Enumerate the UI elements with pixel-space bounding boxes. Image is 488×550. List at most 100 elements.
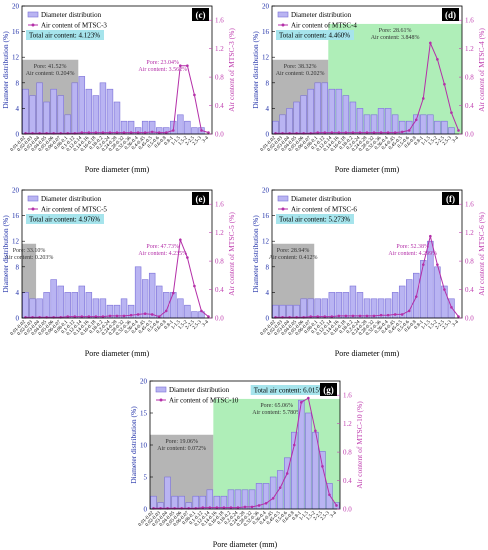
y-axis-label-left: Diameter distribution (%) <box>129 406 138 484</box>
air-content-point <box>207 315 210 318</box>
air-content-point <box>328 493 331 497</box>
chart-panel-g: Pore: 19.06%Air content: 0.072% Pore: 65.… <box>129 378 364 550</box>
air-content-point <box>80 131 84 134</box>
y-tick-label: 0 <box>266 315 270 323</box>
annotation-label: Air content: 3.562% <box>138 67 187 73</box>
legend-bar-swatch <box>27 195 39 202</box>
air-content-point <box>136 313 140 316</box>
air-content-point <box>215 506 219 509</box>
y2-tick-label: 0.4 <box>215 102 224 110</box>
zone-label: Pore: 65.06% <box>260 403 293 409</box>
y2-tick-label: 0.8 <box>343 449 352 457</box>
legend-bar-label: Diameter distribution <box>41 11 102 19</box>
x-tick-label: 1-1.5 <box>421 320 432 331</box>
x-tick-label: 1.5-2 <box>178 136 189 147</box>
air-content-point <box>66 315 70 318</box>
legend-line-label: Air content of MTSC-6 <box>291 206 357 214</box>
air-content-point <box>414 118 418 122</box>
air-content-point <box>457 315 460 318</box>
y-tick-label: 12 <box>12 238 20 246</box>
y2-tick-label: 0.4 <box>215 286 224 294</box>
chart-panel-d: Pore: 38.32%Air content: 0.202% Pore: 28.… <box>251 3 486 175</box>
y2-tick-label: 1.2 <box>465 229 474 237</box>
y-tick-label: 4 <box>16 289 20 297</box>
y2-tick-label: 0.0 <box>465 131 474 139</box>
y2-tick-label: 1.6 <box>343 392 352 400</box>
x-tick-label: 2.5-3 <box>320 511 331 522</box>
x-tick-label: 2-2.5 <box>185 320 196 331</box>
zone-label: Pore: 28.61% <box>379 28 412 34</box>
air-content-point <box>365 314 369 318</box>
air-content-point <box>443 288 446 291</box>
air-content-point <box>314 429 317 433</box>
x-tick-label: 1.5-2 <box>306 511 317 522</box>
bar <box>22 292 29 319</box>
x-tick-label: 0.8-1 <box>164 136 175 147</box>
total-air-label: Total air content: 5.273% <box>279 216 350 224</box>
bar <box>307 298 314 319</box>
y-tick-label: 16 <box>12 28 20 36</box>
bar <box>279 114 286 135</box>
air-content-point <box>143 312 147 316</box>
y2-tick-label: 0.0 <box>215 131 224 139</box>
zone-label: Air content: 0.204% <box>26 71 75 77</box>
legend-bar-label: Diameter distribution <box>291 11 352 19</box>
y-axis-label-left: Diameter distribution (%) <box>1 31 10 109</box>
x-tick-label: 3-4 <box>202 320 211 329</box>
y-axis-label-right: Air content of MTSC-10 (%) <box>355 401 364 489</box>
legend-line-label: Air content of MTSC-3 <box>41 22 107 30</box>
x-tick-label: 2-2.5 <box>313 511 324 522</box>
bar <box>36 82 43 135</box>
air-content-point <box>372 131 376 134</box>
bar <box>22 88 29 135</box>
bar <box>191 127 198 135</box>
legend-bar-label: Diameter distribution <box>41 195 102 203</box>
bar <box>441 120 448 135</box>
air-content-point <box>379 313 383 317</box>
air-content-point <box>358 314 362 318</box>
y-tick-label: 4 <box>266 105 270 113</box>
air-content-point <box>115 314 119 318</box>
bar <box>363 114 371 135</box>
y-axis-label-right: Air content of MTSC-4 (%) <box>477 28 486 112</box>
air-content-point <box>257 504 261 507</box>
panel-label-bg <box>192 192 209 205</box>
air-content-point <box>150 130 154 134</box>
air-content-point <box>264 502 268 505</box>
air-content-point <box>243 505 247 509</box>
bar <box>29 298 36 319</box>
air-content-point <box>122 314 126 318</box>
x-tick-label: 1-1.5 <box>171 320 182 331</box>
bar <box>206 489 214 510</box>
bar <box>57 285 64 319</box>
y-axis-label-right: Air content of MTSC-6 (%) <box>477 212 486 296</box>
y2-tick-label: 0.8 <box>465 74 474 82</box>
plot-frame <box>21 189 213 319</box>
y2-tick-label: 0.4 <box>465 286 474 294</box>
bar <box>106 88 114 135</box>
zone-label: Pore: 19.06% <box>165 439 198 445</box>
air-content-point <box>393 313 397 316</box>
air-content-point <box>73 315 77 318</box>
x-tick-label: 0.8-1 <box>414 320 425 331</box>
bar <box>227 489 235 510</box>
air-content-point <box>330 131 334 134</box>
air-content-point <box>193 93 196 97</box>
bar <box>156 285 163 319</box>
bar <box>391 114 399 135</box>
panel-label: (f) <box>446 194 455 204</box>
bar <box>177 298 184 319</box>
panel-label: (e) <box>196 194 206 204</box>
air-content-point <box>129 313 133 317</box>
annotation-label: Pore: 47.73% <box>146 244 179 250</box>
x-tick-label: 2.5-3 <box>442 136 453 147</box>
air-content-point <box>80 315 84 318</box>
bar <box>50 279 57 319</box>
y-tick-label: 16 <box>262 212 270 220</box>
panel-label: (g) <box>323 385 334 395</box>
x-tick-label: 1-1.5 <box>421 136 432 147</box>
gray-zone <box>272 243 315 318</box>
legend-line-marker <box>159 398 163 402</box>
bar <box>134 266 142 319</box>
total-air-box <box>26 214 104 224</box>
